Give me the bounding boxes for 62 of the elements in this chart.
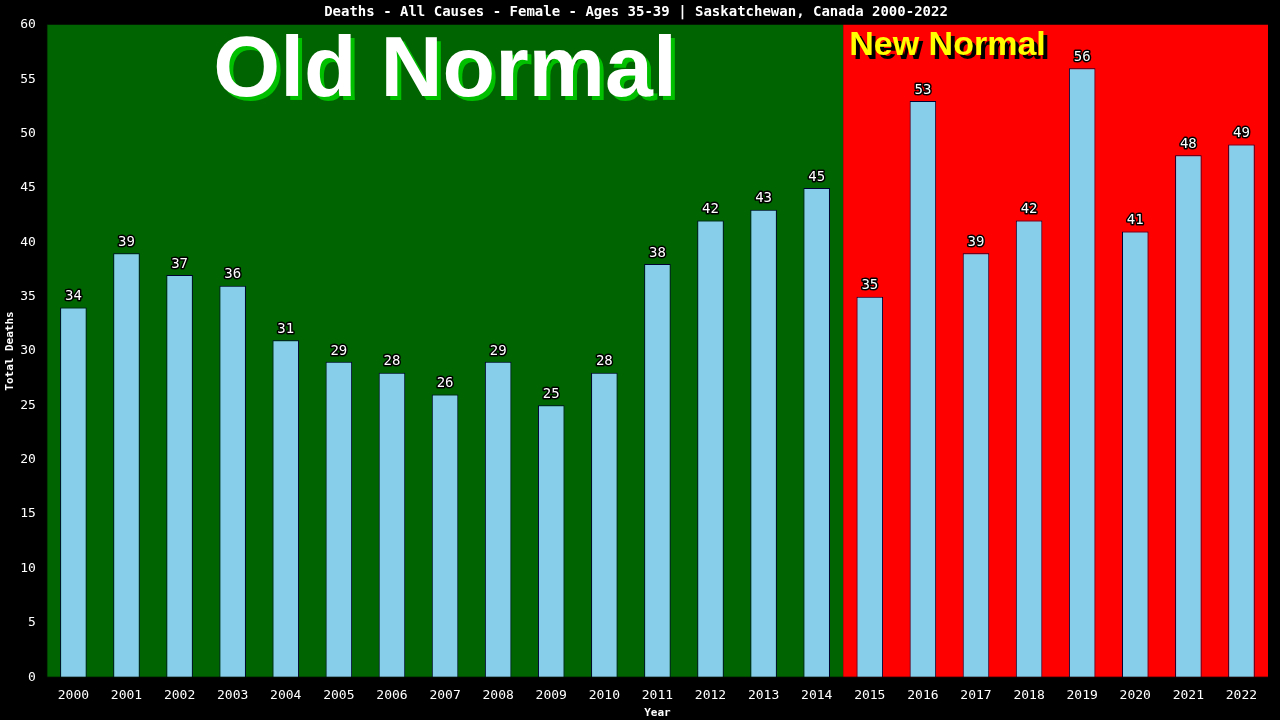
- x-tick-label: 2021: [1172, 687, 1205, 703]
- data-label: 43: [755, 189, 773, 206]
- x-axis-title: Year: [644, 706, 672, 720]
- data-label: 38: [649, 243, 666, 260]
- data-label: 29: [489, 341, 507, 358]
- x-tick-label: 2000: [57, 687, 90, 703]
- y-tick-label: 5: [28, 614, 36, 630]
- y-tick-label: 15: [20, 505, 36, 521]
- x-tick-label: 2011: [641, 687, 674, 703]
- data-label: 31: [277, 319, 295, 336]
- data-label: 39: [967, 232, 985, 249]
- y-tick-label: 60: [20, 16, 36, 32]
- x-tick-label: 2006: [376, 687, 408, 703]
- data-label: 42: [702, 200, 719, 217]
- x-tick-label: 2004: [270, 687, 302, 703]
- x-tick-label: 2016: [907, 687, 939, 703]
- y-tick-label: 10: [20, 559, 36, 575]
- data-label: 56: [1073, 47, 1091, 64]
- data-label: 39: [118, 232, 135, 249]
- x-tick-label: 2009: [535, 687, 567, 703]
- x-tick-label: 2008: [482, 687, 514, 703]
- x-tick-label: 2005: [323, 687, 355, 703]
- y-tick-label: 35: [20, 288, 36, 304]
- data-label: 29: [330, 341, 348, 358]
- data-label: 36: [224, 265, 242, 282]
- chart-title: Deaths - All Causes - Female - Ages 35-39 | Saskatchewan, Canada 2000-2022: [324, 3, 948, 21]
- x-tick-label: 2012: [694, 687, 727, 703]
- x-tick-label: 2002: [163, 687, 196, 703]
- x-tick-label: 2019: [1066, 687, 1098, 703]
- y-tick-label: 50: [20, 124, 36, 140]
- y-tick-label: 25: [20, 396, 36, 412]
- x-tick-label: 2017: [960, 687, 992, 703]
- data-label: 48: [1179, 134, 1197, 151]
- data-label: 35: [861, 276, 879, 293]
- x-tick-label: 2013: [747, 687, 780, 703]
- data-label: 25: [542, 385, 560, 402]
- data-label: 34: [64, 287, 82, 304]
- x-tick-label: 2007: [429, 687, 461, 703]
- x-tick-label: 2010: [588, 687, 620, 703]
- x-tick-label: 2014: [801, 687, 833, 703]
- data-label: 26: [436, 374, 454, 391]
- data-label: 28: [383, 352, 401, 369]
- y-tick-label: 30: [20, 342, 36, 358]
- x-tick-label: 2003: [217, 687, 249, 703]
- x-tick-label: 2020: [1119, 687, 1151, 703]
- data-label: 53: [914, 80, 932, 97]
- data-label: 28: [595, 352, 613, 369]
- x-tick-label: 2001: [110, 687, 143, 703]
- y-tick-label: 55: [20, 70, 36, 86]
- x-tick-label: 2015: [854, 687, 886, 703]
- x-tick-label: 2018: [1013, 687, 1045, 703]
- data-label: 42: [1020, 200, 1038, 217]
- data-label: 49: [1233, 124, 1250, 141]
- data-label: 45: [808, 167, 826, 184]
- data-label: 37: [171, 254, 189, 271]
- y-tick-label: 0: [28, 668, 36, 684]
- x-tick-label: 2022: [1225, 687, 1258, 703]
- y-tick-label: 40: [20, 233, 36, 249]
- y-tick-label: 45: [20, 179, 36, 195]
- data-label: 41: [1126, 211, 1144, 228]
- y-tick-label: 20: [20, 451, 36, 467]
- y-axis-title: Total Deaths: [3, 311, 17, 391]
